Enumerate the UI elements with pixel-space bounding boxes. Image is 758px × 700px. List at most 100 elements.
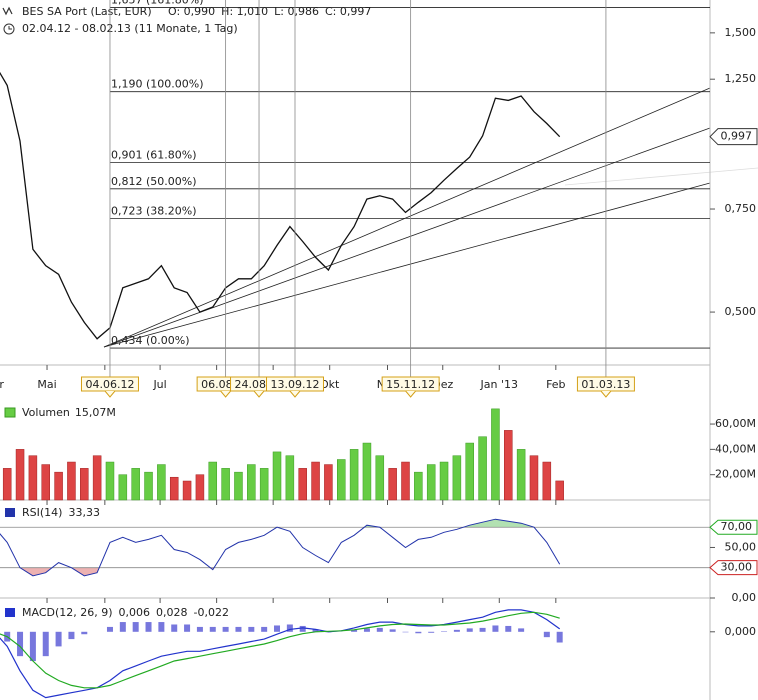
legend-entry: 0,006 (119, 606, 151, 619)
fib-label: 1,657 (161.80%) (111, 0, 204, 7)
macd-histogram-bar (248, 626, 255, 632)
volume-bar (80, 468, 89, 501)
volume-bar (41, 464, 50, 501)
date-marker-pointer (289, 390, 301, 398)
chart-subtitle: 02.04.12 - 08.02.13 (11 Monate, 1 Tag) (22, 22, 238, 35)
volume-bar (272, 451, 282, 501)
macd-histogram-bar (106, 626, 113, 632)
fib-label: 0,723 (38.20%) (111, 204, 197, 217)
macd-histogram-bar (389, 629, 396, 632)
volume-bar (465, 442, 474, 501)
y-tick-label: 1,500 (725, 26, 757, 39)
rsi-level-label: 70,00 (721, 520, 753, 533)
volume-bar (516, 449, 526, 501)
macd-line (0, 609, 561, 699)
fib-label: 0,901 (61.80%) (111, 148, 197, 161)
volume-bar (542, 461, 552, 501)
date-marker-label: 01.03.13 (581, 378, 630, 391)
date-marker-label: 15.11.12 (386, 378, 435, 391)
volume-bar (375, 455, 385, 501)
macd-histogram-bar (312, 629, 319, 632)
panel-title: Volumen (22, 406, 70, 419)
y-tick-label: 60,00M (715, 417, 756, 430)
volume-bar (54, 471, 63, 501)
volume-bar (144, 471, 153, 501)
volume-bar (15, 449, 25, 501)
y-tick-label: 0,000 (725, 625, 757, 638)
volume-bar (28, 455, 38, 501)
date-marker-pointer (253, 390, 265, 398)
date-marker-label: 13.09.12 (271, 378, 320, 391)
macd-histogram-bar (479, 627, 486, 632)
volume-bar (234, 471, 243, 501)
header-icons (2, 6, 15, 35)
volume-bar (285, 455, 295, 501)
volume-bar (349, 449, 359, 501)
volume-bar (157, 464, 166, 501)
legend-entry: -0,022 (194, 606, 229, 619)
plot-area: 1,657 (161.80%) 1,190 (100.00%) 0,901 (61.… (0, 0, 710, 699)
volume-bar (362, 442, 372, 501)
macd-histogram-bar (222, 626, 229, 632)
x-tick-label: Apr (0, 378, 4, 391)
volume-bar (324, 464, 333, 501)
volume-bar (452, 455, 462, 501)
macd-histogram-bar (428, 631, 435, 633)
macd-line (0, 611, 560, 689)
fib-label: 1,190 (100.00%) (111, 78, 204, 91)
volume-bar (247, 464, 256, 501)
panel-title: RSI(14) (22, 506, 62, 519)
macd-histogram-bar (261, 626, 268, 632)
fib-label: 0,812 (50.00%) (111, 175, 197, 188)
rsi-zone-fill (0, 519, 560, 528)
y-tick-label: 0,00 (732, 591, 757, 604)
volume-bar (208, 461, 218, 501)
volume-bar (92, 455, 102, 501)
ohlc-label: L: 0,986 (274, 5, 319, 18)
macd-histogram-bar (145, 622, 152, 632)
last-value-label: 0,997 (721, 130, 753, 143)
macd-histogram-bar (299, 625, 306, 632)
y-tick-label: 1,250 (725, 72, 757, 85)
volume-bar (426, 464, 436, 501)
macd-histogram-bar (196, 626, 203, 632)
volume-bar (105, 461, 115, 501)
macd-histogram-bar (466, 628, 473, 632)
volume-bar (388, 468, 397, 501)
x-tick-label: Jul (152, 378, 166, 391)
volume-bar (401, 461, 410, 501)
x-tick-label: Mai (37, 378, 56, 391)
volume-bar (169, 476, 179, 501)
volume-bar (555, 480, 564, 501)
volume-bar (478, 436, 487, 501)
rsi-line (0, 518, 561, 577)
panel-value: 33,33 (68, 506, 100, 519)
legend-icon (4, 407, 16, 418)
macd-histogram-bar (518, 628, 525, 632)
legend-icon (5, 608, 15, 617)
macd-histogram-bar (415, 631, 422, 634)
macd-histogram-bar (363, 628, 370, 632)
macd-histogram-bar (171, 624, 178, 632)
date-marker-label: 04.06.12 (85, 378, 134, 391)
macd-histogram-bar (235, 626, 242, 632)
rsi-level-box (709, 519, 758, 535)
macd-histogram-bar (42, 631, 49, 657)
volume-bar (491, 408, 500, 501)
date-marker-pointer (220, 390, 232, 398)
volume-bar (414, 471, 423, 501)
rsi-level-box (709, 560, 758, 576)
y-tick-label: 50,00 (725, 540, 757, 553)
volume-bar (118, 474, 128, 501)
ohlc-label: O: 0,990 (168, 5, 215, 18)
volume-bar (311, 461, 320, 501)
volume-bar (2, 468, 12, 501)
ohlc-label: H: 1,010 (221, 5, 268, 18)
panel-value: 15,07M (75, 406, 116, 419)
y-tick-label: 40,00M (715, 442, 756, 455)
macd-histogram-bar (543, 631, 550, 638)
macd-histogram-bar (274, 625, 281, 632)
date-marker-pointer (600, 390, 612, 398)
legend-entry: 0,028 (156, 606, 188, 619)
